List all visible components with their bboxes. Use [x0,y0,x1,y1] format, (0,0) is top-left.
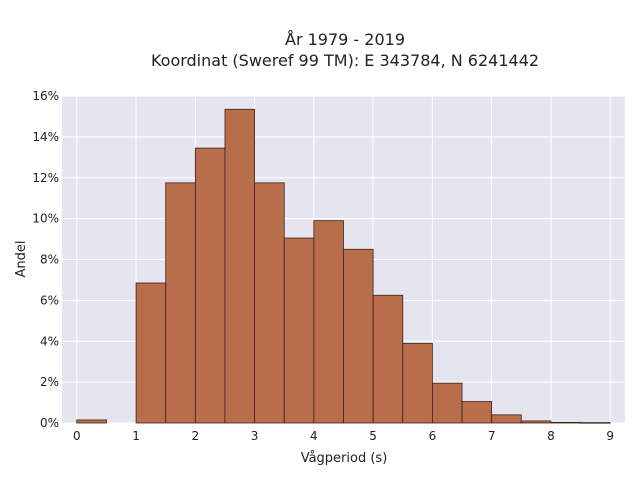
histogram-bar [313,220,344,424]
x-tick-label: 7 [488,429,496,443]
histogram-bar [491,414,522,424]
histogram-bar [283,237,315,424]
x-tick-label: 2 [192,429,200,443]
bars [76,108,611,424]
y-tick-label: 12% [32,171,59,185]
y-tick-label: 16% [32,89,59,103]
y-tick-labels: 0% 2% 4% 6% 8% 10% 12% 14% 16% [32,89,59,430]
histogram-bar [194,147,226,424]
y-axis-label: Andel [14,241,29,278]
x-tick-label: 1 [132,429,140,443]
x-tick-label: 8 [547,429,555,443]
histogram-bar [165,182,196,424]
x-tick-label: 4 [310,429,318,443]
histogram-bar [461,401,493,424]
histogram-bar [520,420,552,424]
y-tick-label: 6% [40,293,59,307]
histogram-bar [372,294,404,424]
y-tick-label: 14% [32,130,59,144]
histogram-bar [135,282,167,424]
x-tick-label: 6 [429,429,437,443]
x-tick-label: 0 [73,429,81,443]
y-tick-label: 0% [40,416,59,430]
chart-title-line-1: År 1979 - 2019 [285,30,405,49]
y-tick-label: 4% [40,334,59,348]
x-tick-label: 9 [606,429,614,443]
histogram-bar [254,182,285,424]
histogram-bar [431,382,463,424]
histogram-bar [550,421,581,424]
y-tick-label: 10% [32,212,59,226]
y-tick-label: 2% [40,375,59,389]
histogram-bar [580,422,611,424]
histogram-bar [343,248,374,424]
x-tick-labels: 0 1 2 3 4 5 6 7 8 9 [73,429,614,443]
chart-title-line-2: Koordinat (Sweref 99 TM): E 343784, N 62… [151,51,539,70]
x-tick-label: 3 [251,429,259,443]
x-tick-label: 5 [369,429,377,443]
y-tick-label: 8% [40,253,59,267]
histogram-bar [224,108,256,424]
histogram-bar [76,419,107,424]
x-axis-label: Vågperiod (s) [301,451,388,466]
histogram-bar [402,342,433,424]
